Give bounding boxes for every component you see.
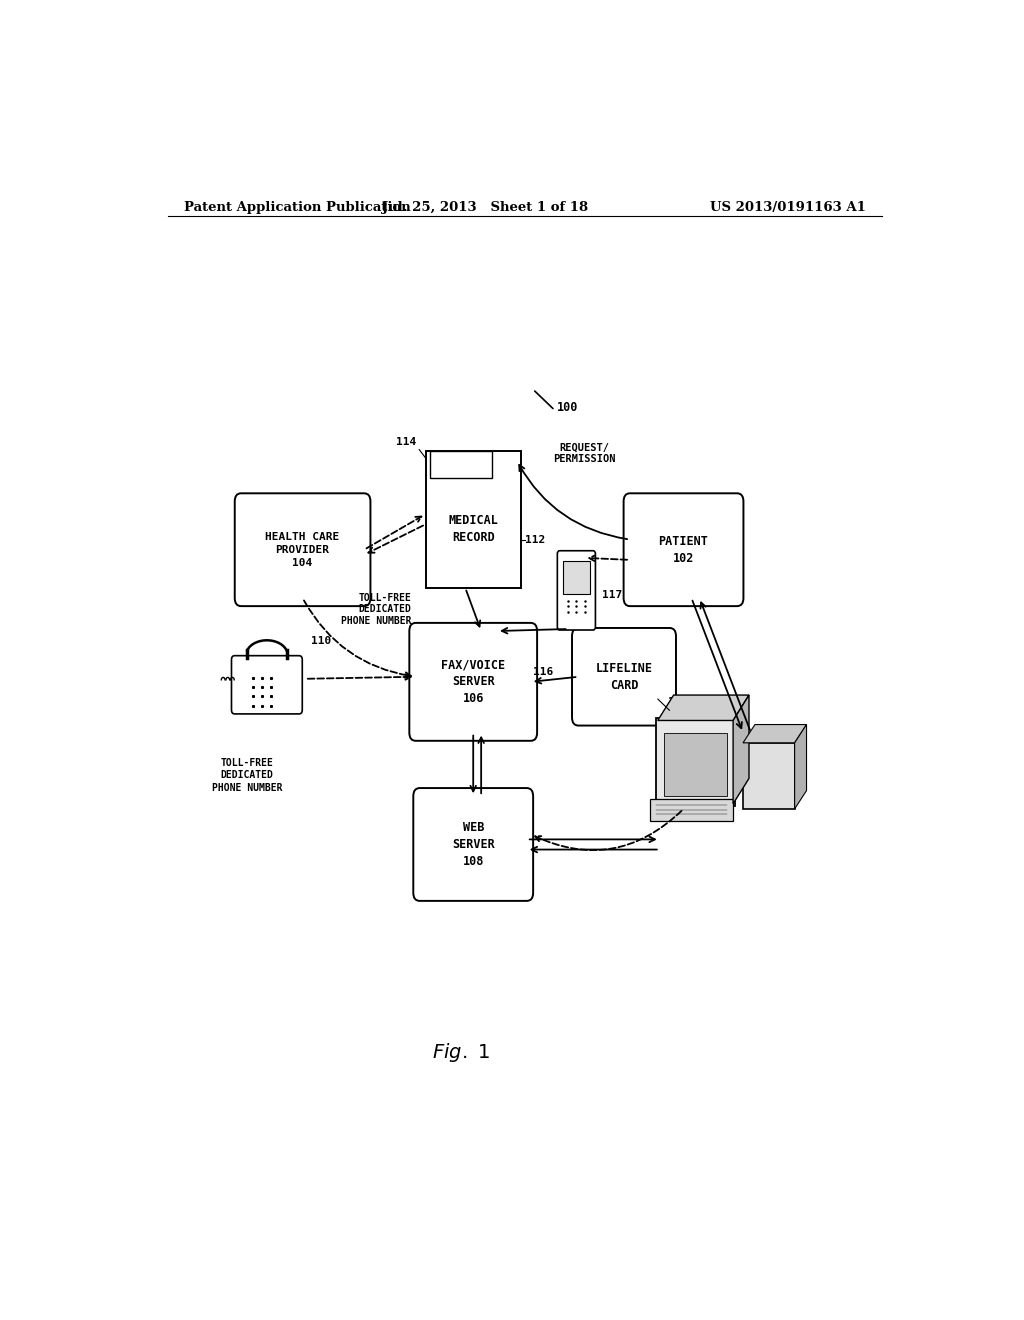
Text: REQUEST/
PERMISSION: REQUEST/ PERMISSION (553, 442, 615, 463)
Bar (563, 561, 590, 594)
FancyBboxPatch shape (234, 494, 371, 606)
Bar (426, 450, 521, 587)
FancyBboxPatch shape (410, 623, 538, 741)
Text: TOLL-FREE
DEDICATED
PHONE NUMBER: TOLL-FREE DEDICATED PHONE NUMBER (212, 758, 283, 793)
Text: WEB
SERVER
108: WEB SERVER 108 (452, 821, 495, 869)
Text: 110: 110 (310, 636, 331, 647)
Bar (743, 743, 795, 809)
FancyBboxPatch shape (656, 718, 734, 805)
Text: 116: 116 (534, 667, 553, 677)
Text: PATIENT
102: PATIENT 102 (658, 535, 709, 565)
Text: FAX/VOICE
SERVER
106: FAX/VOICE SERVER 106 (441, 659, 505, 705)
Polygon shape (657, 696, 749, 721)
FancyBboxPatch shape (624, 494, 743, 606)
Text: 114: 114 (396, 437, 416, 446)
Bar (665, 733, 727, 796)
Text: US 2013/0191163 A1: US 2013/0191163 A1 (711, 201, 866, 214)
FancyBboxPatch shape (231, 656, 302, 714)
Text: 100: 100 (557, 401, 578, 414)
Bar (430, 450, 493, 478)
Text: TOLL-FREE
DEDICATED
PHONE NUMBER: TOLL-FREE DEDICATED PHONE NUMBER (341, 593, 412, 626)
FancyBboxPatch shape (572, 628, 676, 726)
Polygon shape (743, 725, 807, 743)
Text: Patent Application Publication: Patent Application Publication (183, 201, 411, 214)
Text: $\it{Fig.\ 1}$: $\it{Fig.\ 1}$ (432, 1041, 490, 1064)
Polygon shape (795, 725, 807, 809)
Text: Jul. 25, 2013   Sheet 1 of 18: Jul. 25, 2013 Sheet 1 of 18 (382, 201, 588, 214)
Text: HEALTH CARE
PROVIDER
104: HEALTH CARE PROVIDER 104 (265, 532, 340, 568)
Text: 109: 109 (668, 697, 688, 708)
Text: 117: 117 (602, 590, 622, 601)
FancyBboxPatch shape (414, 788, 534, 900)
Text: MEDICAL
RECORD: MEDICAL RECORD (449, 515, 498, 544)
Text: LIFELINE
CARD: LIFELINE CARD (596, 661, 652, 692)
Text: 112: 112 (524, 535, 545, 545)
Polygon shape (733, 696, 749, 804)
FancyBboxPatch shape (557, 550, 595, 630)
FancyBboxPatch shape (650, 799, 733, 821)
